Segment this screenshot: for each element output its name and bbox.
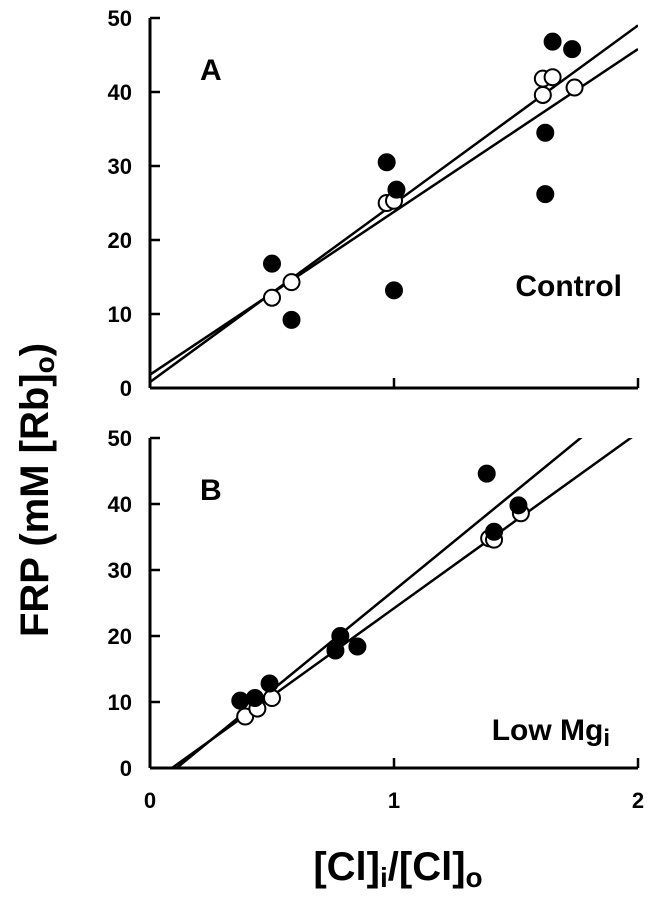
- fit-line-a-1: [150, 48, 638, 376]
- ytick-label-a-10: 10: [108, 302, 132, 327]
- xtick-label-b-2: 2: [632, 788, 644, 813]
- ytick-label-b-10: 10: [108, 690, 132, 715]
- filled-point-a-1: [282, 310, 301, 329]
- ytick-label-a-20: 20: [108, 228, 132, 253]
- ytick-label-b-50: 50: [108, 426, 132, 451]
- xlabel-sub2: o: [466, 862, 483, 893]
- open-point-b-2: [263, 689, 281, 708]
- open-point-a-0: [263, 288, 281, 307]
- open-point-a-7: [565, 78, 584, 97]
- fit-line-b-1: [169, 438, 633, 768]
- ytick-label-a-40: 40: [108, 80, 132, 105]
- panel-a: 0 10 20 30 40 50 A Control: [108, 6, 640, 401]
- panel-label-b: B: [200, 474, 222, 507]
- ytick-label-b-0: 0: [120, 756, 132, 781]
- xlabel-part2: /[Cl]: [388, 845, 466, 889]
- filled-point-a-5: [536, 123, 555, 142]
- ylabel-close: ): [13, 343, 57, 356]
- filled-point-b-7: [485, 522, 504, 541]
- ylabel-main: FRP (mM [Rb]: [13, 373, 57, 637]
- ytick-label-a-0: 0: [120, 376, 132, 401]
- open-point-a-1: [282, 273, 301, 292]
- filled-point-a-4: [385, 281, 403, 300]
- filled-point-b-1: [245, 689, 264, 708]
- x-axis-label: [Cl]i/[Cl]o: [313, 845, 482, 893]
- filled-point-b-2: [260, 674, 279, 693]
- filled-point-a-2: [377, 153, 396, 172]
- annotation-sub-b: i: [603, 725, 610, 752]
- xlabel-part1: [Cl]: [313, 845, 380, 889]
- annotation-a: Control: [515, 270, 622, 303]
- filled-point-b-6: [477, 464, 496, 483]
- filled-point-a-7: [543, 32, 562, 51]
- filled-point-a-6: [536, 185, 555, 204]
- annotation-b: Low Mgi: [492, 714, 610, 752]
- ylabel-sub: o: [29, 356, 60, 373]
- fit-lines-b: [169, 438, 633, 768]
- filled-point-b-0: [231, 691, 250, 710]
- filled-point-a-0: [263, 254, 281, 273]
- panel-label-a: A: [200, 54, 222, 87]
- ytick-label-b-40: 40: [108, 492, 132, 517]
- fit-line-b-0: [174, 438, 583, 768]
- annotation-main-b: Low Mg: [492, 714, 604, 747]
- xtick-label-b-1: 1: [388, 788, 400, 813]
- ytick-label-a-50: 50: [108, 6, 132, 31]
- xtick-label-b-0: 0: [144, 788, 156, 813]
- filled-point-a-3: [387, 180, 406, 199]
- open-point-a-6: [543, 68, 562, 87]
- ytick-label-b-30: 30: [108, 558, 132, 583]
- ytick-label-b-20: 20: [108, 624, 132, 649]
- series-b-filled-circle: [231, 464, 528, 710]
- filled-point-b-4: [331, 627, 350, 645]
- y-axis-label: FRP (mM [Rb]o): [13, 343, 60, 637]
- open-point-a-4: [533, 85, 552, 104]
- xlabel-sub1: i: [380, 862, 388, 893]
- panel-b: 0 10 20 30 40 50 0 1 2 B Low Mgi: [108, 426, 645, 813]
- series-a-filled-circle: [263, 32, 582, 329]
- ytick-label-a-30: 30: [108, 154, 132, 179]
- filled-point-a-8: [563, 40, 582, 59]
- filled-point-b-8: [509, 496, 528, 515]
- filled-point-b-5: [348, 637, 367, 656]
